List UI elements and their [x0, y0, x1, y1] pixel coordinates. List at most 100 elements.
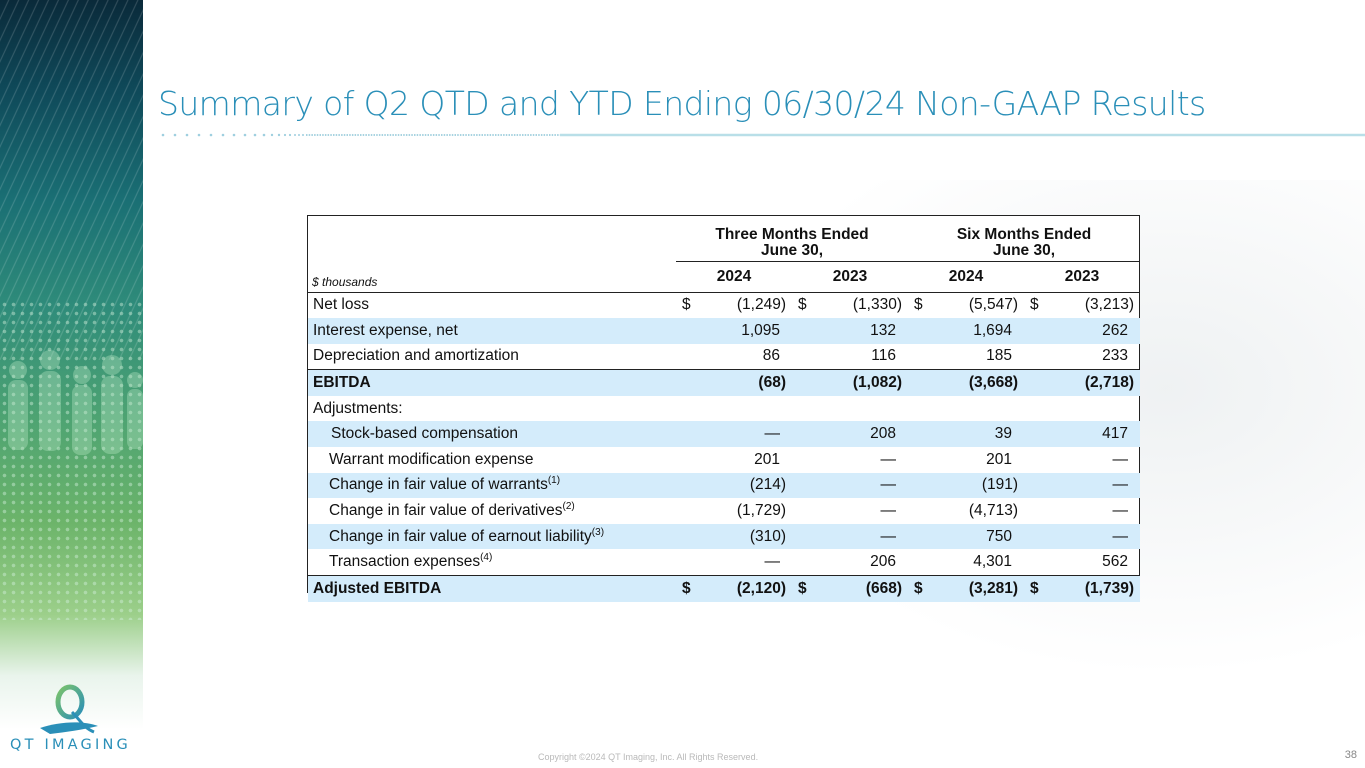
value-cell: 417	[1024, 421, 1141, 448]
decorative-side-band	[0, 0, 143, 768]
table-row: Transaction expenses(4) — 206 4,301 562	[308, 549, 1140, 575]
footnote-marker: (1)	[547, 475, 561, 487]
table-row: Change in fair value of warrants(1) (214)…	[308, 472, 1141, 499]
value-cell: —	[1112, 502, 1129, 520]
page-title: Summary of Q2 QTD and YTD Ending 06/30/2…	[158, 84, 1206, 123]
value-cell: —	[792, 472, 909, 499]
value-cell: 185	[986, 347, 1013, 365]
value-cell: 208	[792, 421, 909, 448]
value-cell: —	[1112, 450, 1129, 468]
row-label: Adjusted EBITDA	[308, 575, 676, 602]
copyright-footer: Copyright ©2024 QT Imaging, Inc. All Rig…	[538, 752, 759, 762]
table-body: Net loss $ (1,249) $ (1,330) $ (5,547) $ (3,213)…	[308, 291, 1141, 602]
table-row: Change in fair value of earnout liabilit…	[308, 523, 1141, 550]
value-cell: —	[880, 502, 897, 520]
value-cell: $ (3,213)	[1024, 291, 1141, 319]
footnote-marker: (2)	[562, 500, 575, 512]
value-cell: 1,694	[908, 318, 1025, 344]
table-year-header-row: $ thousands 2024 2023 2024 2023	[308, 261, 1141, 293]
value-cell: (4,713)	[968, 502, 1019, 520]
value-cell: —	[1024, 523, 1141, 550]
table-row: Stock-based compensation —208 39 417	[308, 421, 1141, 448]
currency-symbol: $	[1030, 296, 1039, 314]
value-cell: $ (1,249)	[676, 291, 792, 319]
currency-symbol: $	[682, 296, 691, 314]
value-cell: 562	[1102, 553, 1129, 571]
decorative-dots	[0, 300, 143, 620]
row-label: EBITDA	[308, 369, 676, 396]
three-months-header: Three Months Ended June 30,	[715, 226, 869, 259]
value-cell: 262	[1024, 318, 1141, 344]
table-group-header-row: Three Months Ended June 30, Six Months E…	[308, 216, 1140, 262]
financial-table: Three Months Ended June 30, Six Months E…	[308, 216, 1141, 602]
table-row: Adjustments:	[308, 396, 1140, 422]
value-cell: (310)	[676, 523, 792, 550]
table-row: Change in fair value of derivatives(2) (1…	[308, 498, 1140, 524]
value-cell: 132	[792, 318, 909, 344]
year-header: 2023	[792, 261, 909, 293]
value-cell: 233	[1102, 347, 1129, 365]
row-label: Interest expense, net	[308, 318, 676, 344]
value-cell: $ (3,281)	[908, 575, 1025, 602]
title-underline	[161, 133, 1365, 137]
row-label: Transaction expenses(4)	[329, 552, 493, 571]
value-cell: —	[764, 553, 781, 571]
value-cell: —	[792, 523, 909, 550]
currency-symbol: $	[682, 579, 691, 597]
value-cell: (191)	[908, 472, 1025, 499]
row-label: Change in fair value of warrants(1)	[308, 472, 676, 499]
qt-imaging-logo-mark	[40, 684, 98, 734]
decorative-lines	[0, 0, 143, 360]
table-row: Adjusted EBITDA $ (2,120) $ (668) $ (3,281) $ (1…	[308, 575, 1141, 602]
row-label: Depreciation and amortization	[313, 347, 519, 365]
value-cell: (2,718)	[1024, 369, 1141, 396]
value-cell: 201	[754, 450, 780, 468]
table-row: Warrant modification expense 201 — 201 —	[308, 447, 1140, 473]
value-cell: (68)	[676, 369, 792, 396]
row-label: Net loss	[308, 291, 676, 319]
currency-symbol: $	[914, 296, 923, 314]
value-cell: 86	[762, 347, 780, 365]
row-label: Warrant modification expense	[329, 450, 534, 468]
table-row: Net loss $ (1,249) $ (1,330) $ (5,547) $ (3,213)	[308, 291, 1141, 319]
value-cell: —	[676, 421, 792, 448]
value-cell: $ (5,547)	[908, 291, 1025, 319]
year-header: 2024	[676, 261, 792, 293]
value-cell	[908, 396, 1024, 422]
value-cell: —	[1024, 472, 1141, 499]
value-cell: 1,095	[676, 318, 792, 344]
value-cell: 4,301	[973, 553, 1013, 571]
row-label: Change in fair value of earnout liabilit…	[308, 523, 676, 550]
row-label: Change in fair value of derivatives(2)	[329, 500, 575, 520]
value-cell	[676, 396, 792, 422]
six-months-header: Six Months Ended June 30,	[956, 226, 1092, 259]
value-cell: (3,668)	[908, 369, 1025, 396]
company-wordmark: QT IMAGING	[10, 737, 131, 753]
table-row: EBITDA (68) (1,082) (3,668) (2,718)	[308, 369, 1141, 396]
footnote-marker: (4)	[480, 552, 493, 564]
table-row: Depreciation and amortization 86 116 185 233	[308, 344, 1140, 370]
value-cell: (1,729)	[736, 502, 786, 520]
value-cell: 750	[908, 523, 1025, 550]
value-cell: (1,082)	[792, 369, 909, 396]
value-cell	[1024, 396, 1140, 422]
currency-symbol: $	[1030, 579, 1039, 597]
currency-symbol: $	[798, 296, 807, 314]
footnote-marker: (3)	[591, 526, 605, 538]
year-header: 2024	[908, 261, 1025, 293]
value-cell: 116	[871, 347, 897, 365]
row-label: Stock-based compensation	[308, 421, 676, 448]
value-cell: —	[880, 450, 897, 468]
table-row: Interest expense, net 1,095 132 1,694 262	[308, 318, 1141, 344]
value-cell: 206	[870, 553, 897, 571]
value-cell: (214)	[676, 472, 792, 499]
value-cell: $ (1,739)	[1024, 575, 1141, 602]
non-gaap-table: Three Months Ended June 30, Six Months E…	[307, 215, 1141, 602]
value-cell: 39	[908, 421, 1025, 448]
currency-symbol: $	[798, 579, 807, 597]
value-cell: $ (1,330)	[792, 291, 909, 319]
row-label: Adjustments:	[313, 399, 403, 417]
units-label: $ thousands	[308, 261, 676, 293]
value-cell: $ (2,120)	[676, 575, 792, 602]
value-cell: $ (668)	[792, 575, 909, 602]
